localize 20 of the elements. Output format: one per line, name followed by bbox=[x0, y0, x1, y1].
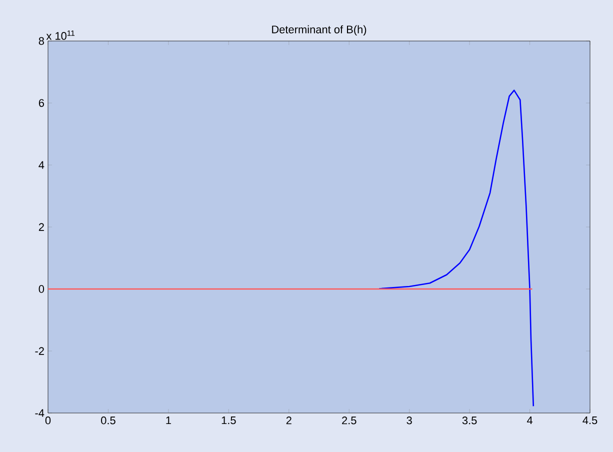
x-tick-label: 2.5 bbox=[342, 416, 356, 424]
y-tick-label: 8 bbox=[38, 37, 44, 45]
x-tick-label: 3.5 bbox=[462, 416, 477, 424]
x-tick-label: 0 bbox=[45, 416, 51, 424]
x-tick-label: 4 bbox=[526, 416, 532, 424]
y-tick-label: 0 bbox=[38, 285, 44, 293]
y-tick-label: 6 bbox=[38, 99, 44, 107]
x-tick-label: 4.5 bbox=[582, 416, 598, 424]
text: x 10$^{11}$ bbox=[46, 30, 74, 40]
x-tick-label: 3 bbox=[406, 416, 412, 424]
chart-title: Determinant of B(h) bbox=[272, 25, 366, 36]
y-tick-label: -2 bbox=[35, 347, 44, 355]
line-series bbox=[378, 90, 534, 407]
y-tick-label: 4 bbox=[38, 161, 44, 169]
y-tick-label: -4 bbox=[35, 409, 44, 417]
x-tick-label: 1 bbox=[166, 416, 171, 424]
x-tick-label: 1.5 bbox=[222, 416, 236, 424]
y-tick-label: 2 bbox=[38, 223, 44, 231]
x-tick-label: 2 bbox=[286, 416, 292, 424]
x-tick-label: 0.5 bbox=[101, 416, 116, 424]
